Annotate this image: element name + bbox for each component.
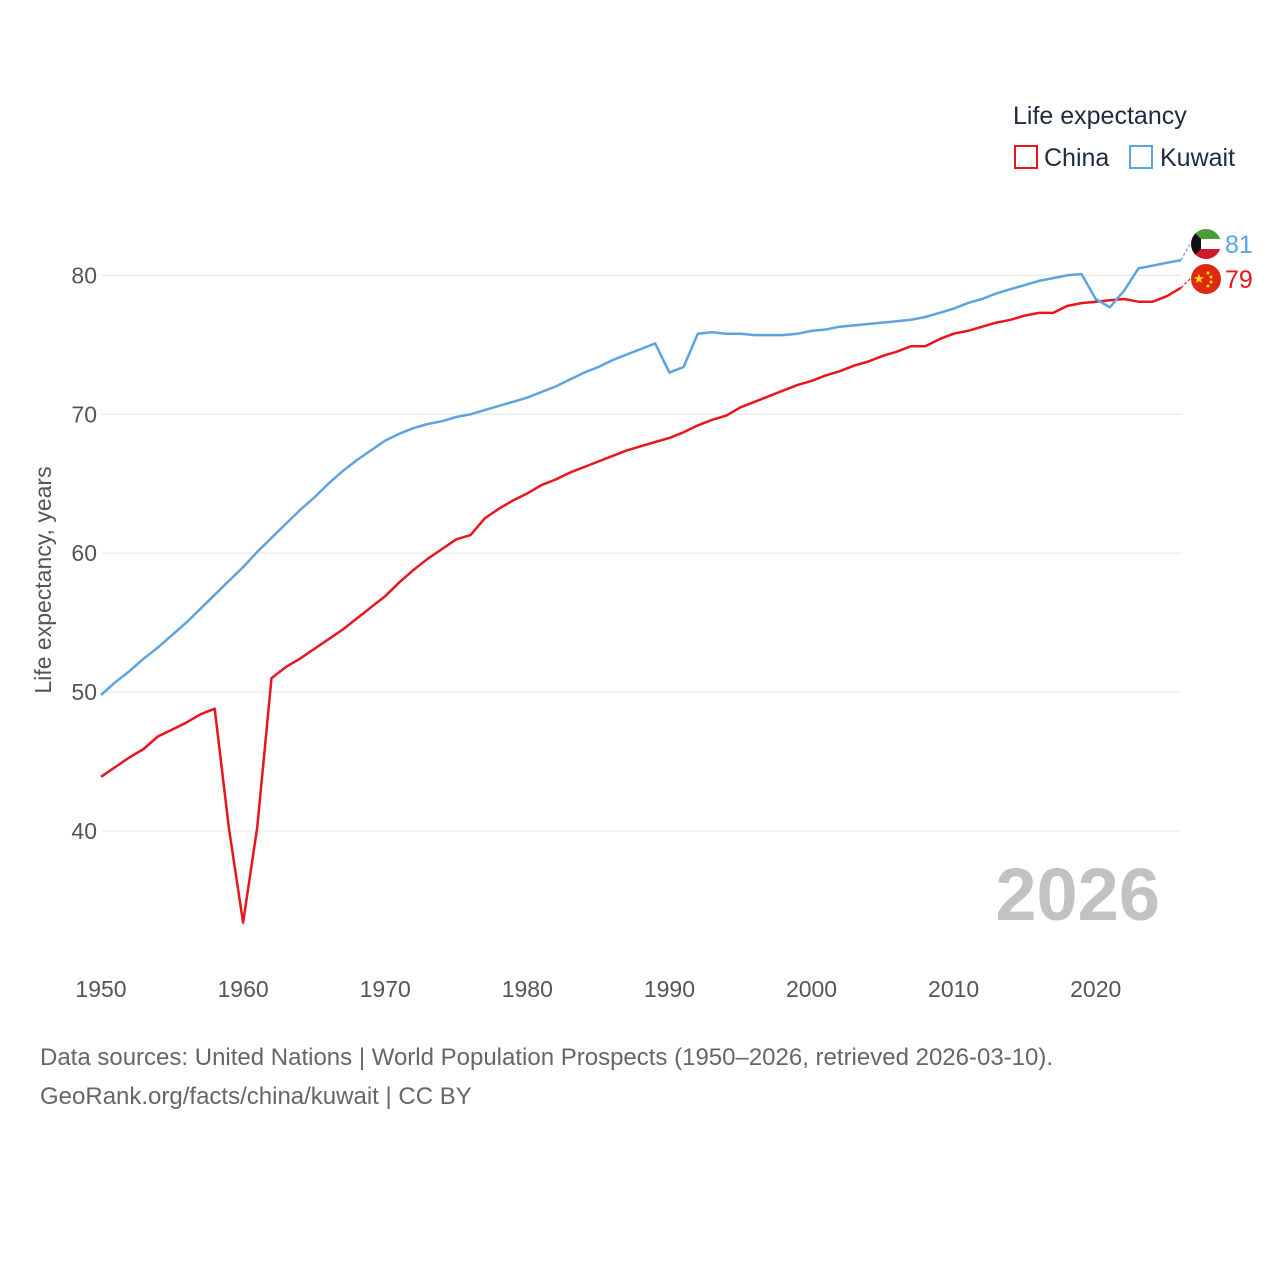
end-markers: ★ 79 81 bbox=[1180, 229, 1253, 294]
data-sources-note: Data sources: United Nations | World Pop… bbox=[40, 1044, 1054, 1071]
y-axis-title: Life expectancy, years bbox=[30, 466, 56, 693]
end-value-label-kuwait: 81 bbox=[1225, 231, 1253, 259]
svg-text:★: ★ bbox=[1193, 272, 1205, 287]
end-value-label-china: 79 bbox=[1225, 266, 1253, 294]
series-lines bbox=[100, 258, 1182, 924]
legend-title: Life expectancy bbox=[1013, 102, 1187, 130]
x-tick-label: 2020 bbox=[1070, 976, 1121, 1002]
series-line-kuwait bbox=[100, 258, 1182, 696]
y-tick-label: 60 bbox=[71, 540, 97, 566]
end-connector-kuwait bbox=[1180, 243, 1191, 261]
y-tick-label: 50 bbox=[71, 679, 97, 705]
china-flag-icon: ★ bbox=[1191, 264, 1221, 294]
x-tick-label: 2010 bbox=[928, 976, 979, 1002]
y-tick-label: 70 bbox=[71, 401, 97, 427]
end-connector-china bbox=[1180, 278, 1191, 289]
x-tick-label: 1960 bbox=[218, 976, 269, 1002]
x-tick-label: 2000 bbox=[786, 976, 837, 1002]
y-tick-label: 40 bbox=[71, 818, 97, 844]
legend-label-china: China bbox=[1044, 144, 1109, 172]
y-axis-ticks: 40 50 60 70 80 bbox=[71, 262, 97, 844]
legend-label-kuwait: Kuwait bbox=[1160, 144, 1235, 172]
x-axis-ticks: 1950 1960 1970 1980 1990 2000 2010 2020 bbox=[75, 976, 1121, 1002]
series-line-china bbox=[100, 286, 1182, 924]
credit-link[interactable]: GeoRank.org/facts/china/kuwait | CC BY bbox=[40, 1083, 472, 1110]
x-tick-label: 1980 bbox=[502, 976, 553, 1002]
x-tick-label: 1950 bbox=[75, 976, 126, 1002]
legend: Life expectancy China Kuwait bbox=[1013, 102, 1235, 172]
legend-swatch-china bbox=[1014, 145, 1038, 169]
kuwait-flag-icon bbox=[1191, 229, 1221, 259]
y-tick-label: 80 bbox=[71, 262, 97, 288]
year-stamp: 2026 bbox=[995, 853, 1160, 936]
legend-swatch-kuwait bbox=[1129, 145, 1153, 169]
x-tick-label: 1970 bbox=[360, 976, 411, 1002]
grid-lines bbox=[101, 274, 1181, 832]
x-tick-label: 1990 bbox=[644, 976, 695, 1002]
